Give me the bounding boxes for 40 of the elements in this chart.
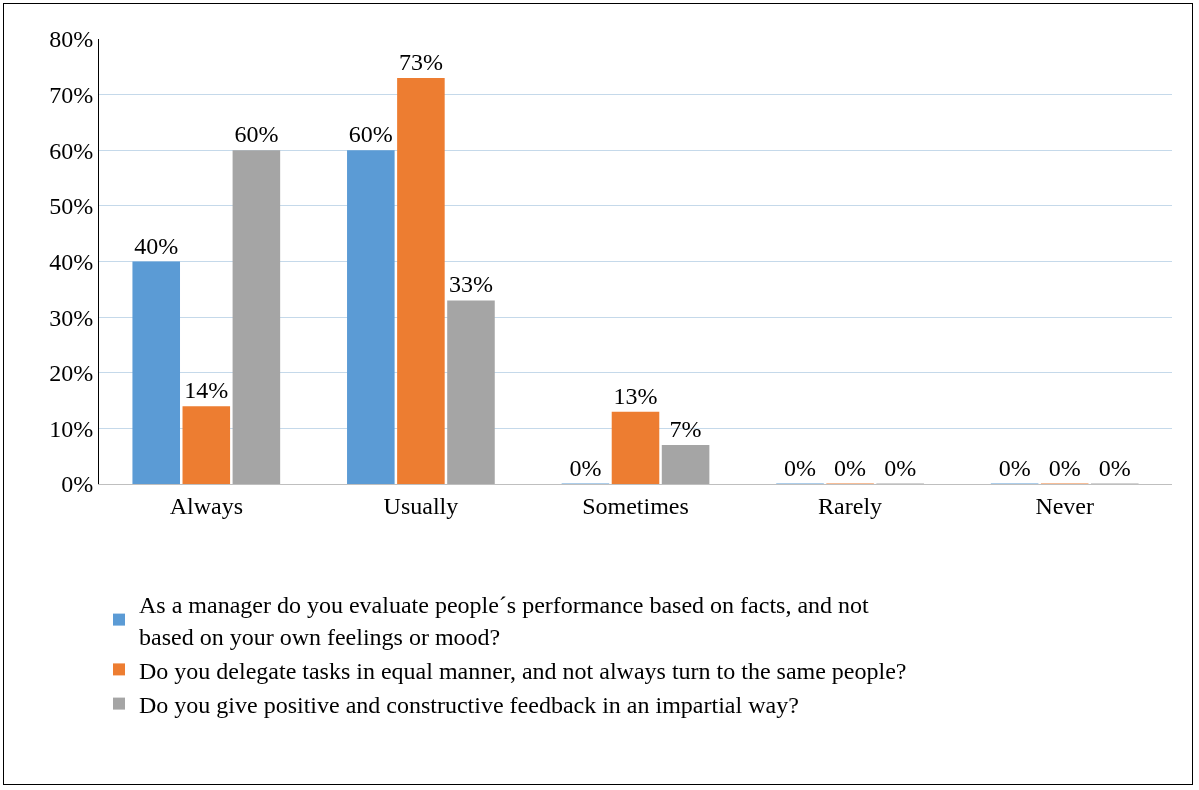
bar [132, 261, 181, 484]
data-label: 60% [234, 121, 279, 148]
y-tick-label: 10% [49, 415, 94, 442]
legend-label: Do you delegate tasks in equal manner, and not always turn to the same people? [139, 657, 907, 684]
data-label: 7% [669, 416, 702, 443]
x-tick-label: Sometimes [582, 492, 689, 519]
data-label: 0% [784, 455, 817, 481]
data-label: 60% [348, 121, 393, 148]
data-label: 73% [398, 48, 443, 75]
y-tick-label: 30% [49, 304, 94, 331]
data-label: 40% [134, 232, 179, 259]
y-tick-label: 70% [49, 82, 94, 109]
y-tick-label: 80% [49, 26, 94, 53]
x-tick-label: Always [169, 492, 243, 519]
bar [447, 300, 495, 484]
data-label: 0% [1048, 455, 1081, 481]
bar [611, 411, 660, 484]
legend-label: Do you give positive and constructive feedback in an impartial way? [139, 691, 799, 718]
bar [397, 77, 445, 484]
y-tick-label: 20% [49, 360, 94, 387]
x-tick-label: Rarely [818, 492, 883, 519]
bar [347, 150, 395, 484]
data-label: 0% [998, 455, 1031, 481]
data-label: 0% [834, 455, 867, 481]
data-label: 14% [184, 377, 229, 404]
bar [182, 406, 231, 484]
data-label: 0% [1098, 455, 1131, 481]
y-tick-label: 0% [61, 471, 94, 498]
x-tick-label: Usually [383, 492, 459, 519]
y-tick-label: 40% [49, 248, 94, 275]
data-label: 0% [569, 455, 602, 481]
bar [661, 445, 710, 484]
y-tick-label: 60% [49, 137, 94, 164]
data-label: 13% [613, 382, 658, 409]
legend-label: As a manager do you evaluate people´s performance based on facts, and not based on your own feelings or mood? [139, 592, 870, 650]
y-tick-label: 50% [49, 193, 94, 220]
data-label: 33% [448, 271, 493, 298]
data-label: 0% [884, 455, 917, 481]
bar [232, 150, 281, 484]
x-tick-label: Never [1035, 492, 1095, 519]
